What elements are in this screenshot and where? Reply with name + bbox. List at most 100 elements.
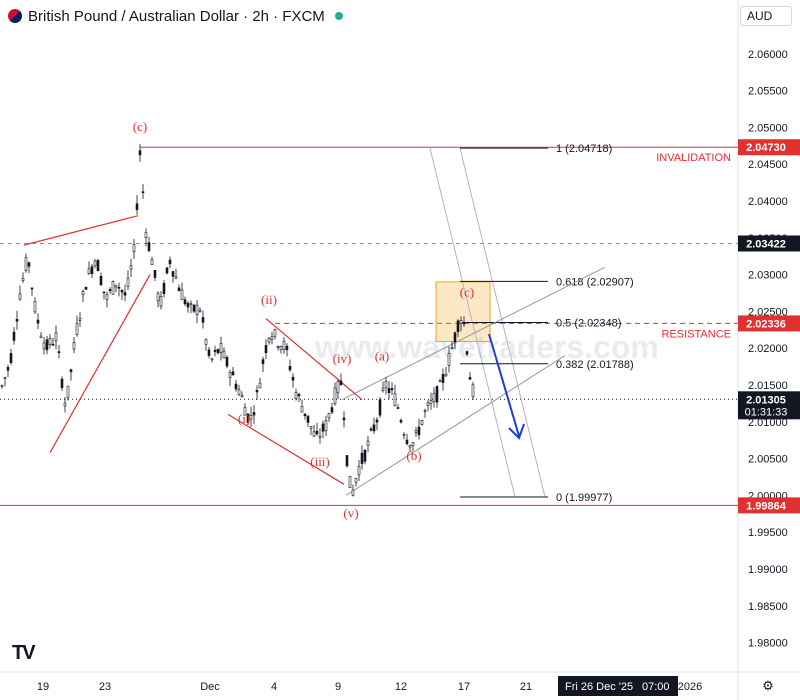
candle-body (441, 374, 445, 383)
candle-body (75, 323, 79, 335)
candle-body (312, 431, 316, 437)
candle-body (171, 271, 175, 277)
candle-body (33, 301, 37, 313)
price-tag-box (738, 315, 800, 332)
x-tick-label: 12 (395, 681, 407, 693)
projection-arrow-line (488, 333, 520, 437)
candle-body (231, 371, 235, 376)
candle-body (336, 381, 340, 394)
candle-body (111, 280, 115, 295)
candle-body (369, 428, 373, 431)
wave-label: (v) (343, 505, 358, 520)
candle-body (255, 390, 259, 393)
candle-body (153, 270, 157, 278)
candle-body (327, 413, 331, 419)
candle-body (48, 337, 52, 346)
candle-body (225, 357, 229, 367)
candle-body (387, 388, 391, 393)
candle-body (99, 275, 103, 286)
candle-body (132, 244, 136, 253)
candle-body (405, 439, 409, 445)
y-tick-label: 2.05500 (748, 86, 788, 98)
crosshair-time: 07:00 (642, 681, 670, 693)
symbol-header[interactable]: British Pound / Australian Dollar · 2h ·… (8, 6, 343, 26)
candle-body (465, 351, 469, 355)
candle-body (330, 407, 334, 413)
price-tag-box (738, 497, 800, 514)
candle-body (243, 406, 247, 416)
candle-body (198, 309, 202, 312)
wave-label: (c) (460, 285, 474, 300)
candle-body (60, 378, 64, 388)
candle-body (183, 299, 187, 305)
candle-body (396, 407, 400, 409)
candle-body (66, 385, 70, 398)
candle-body (24, 257, 28, 271)
candle-body (339, 380, 343, 386)
candle-body (213, 349, 217, 352)
price-tag-value: 2.04730 (746, 142, 786, 154)
candle-body (246, 413, 250, 423)
y-tick-label: 2.01000 (748, 417, 788, 429)
candle-body (303, 413, 307, 416)
candle-body (351, 489, 355, 496)
candle-body (102, 291, 106, 294)
candle-body (468, 377, 472, 380)
candle-body (471, 384, 475, 397)
candle-body (84, 286, 88, 290)
y-tick-label: 2.02000 (748, 343, 788, 355)
candle-body (129, 265, 133, 270)
x-tick-label: 2026 (678, 681, 702, 693)
candle-body (174, 276, 178, 279)
candle-body (207, 349, 211, 356)
price-tag-value: 1.99864 (746, 500, 787, 512)
wave-label: (i) (238, 411, 250, 426)
candle-body (15, 318, 19, 322)
candle-body (78, 318, 82, 321)
candle-body (252, 412, 256, 416)
candle-body (81, 291, 85, 296)
settings-gear-icon[interactable]: ⚙ (762, 678, 774, 693)
candle-body (276, 346, 280, 348)
candle-body (234, 383, 238, 390)
candle-body (306, 415, 310, 423)
candle-body (177, 287, 181, 292)
candle-body (288, 366, 292, 371)
currency-selector[interactable]: AUD (740, 6, 792, 26)
candle-body (105, 294, 109, 300)
candle-body (261, 359, 265, 365)
projection-arrow-head (508, 423, 525, 440)
candle-body (51, 343, 55, 346)
level-label: INVALIDATION (656, 152, 731, 164)
candle-body (381, 387, 385, 391)
candle-body (117, 287, 121, 289)
price-tag-value: 2.02336 (746, 318, 786, 330)
candle-body (27, 262, 31, 267)
candle-body (144, 232, 148, 238)
candle-body (435, 386, 439, 403)
candle-body (210, 358, 214, 361)
x-tick-label: 17 (458, 681, 470, 693)
crosshair-date: Fri 26 Dec '25 (565, 681, 633, 693)
candle-body (300, 406, 304, 413)
candle-body (438, 380, 442, 383)
tradingview-logo-icon[interactable]: TV (12, 642, 36, 664)
candle-body (429, 400, 433, 404)
candle-body (348, 475, 352, 488)
candle-body (237, 389, 241, 395)
candle-body (357, 465, 361, 476)
candle-body (180, 289, 184, 301)
candle-body (54, 332, 58, 342)
price-tag-value: 2.01305 (746, 394, 786, 406)
x-tick-label: 19 (37, 681, 49, 693)
candle-body (141, 191, 145, 194)
candle-body (63, 402, 67, 407)
candle-body (324, 420, 328, 432)
candles-group (0, 144, 475, 497)
candle-body (378, 399, 382, 416)
x-tick-label: 4 (271, 681, 277, 693)
candle-body (6, 367, 10, 371)
candle-body (282, 340, 286, 350)
y-tick-label: 2.04000 (748, 196, 788, 208)
